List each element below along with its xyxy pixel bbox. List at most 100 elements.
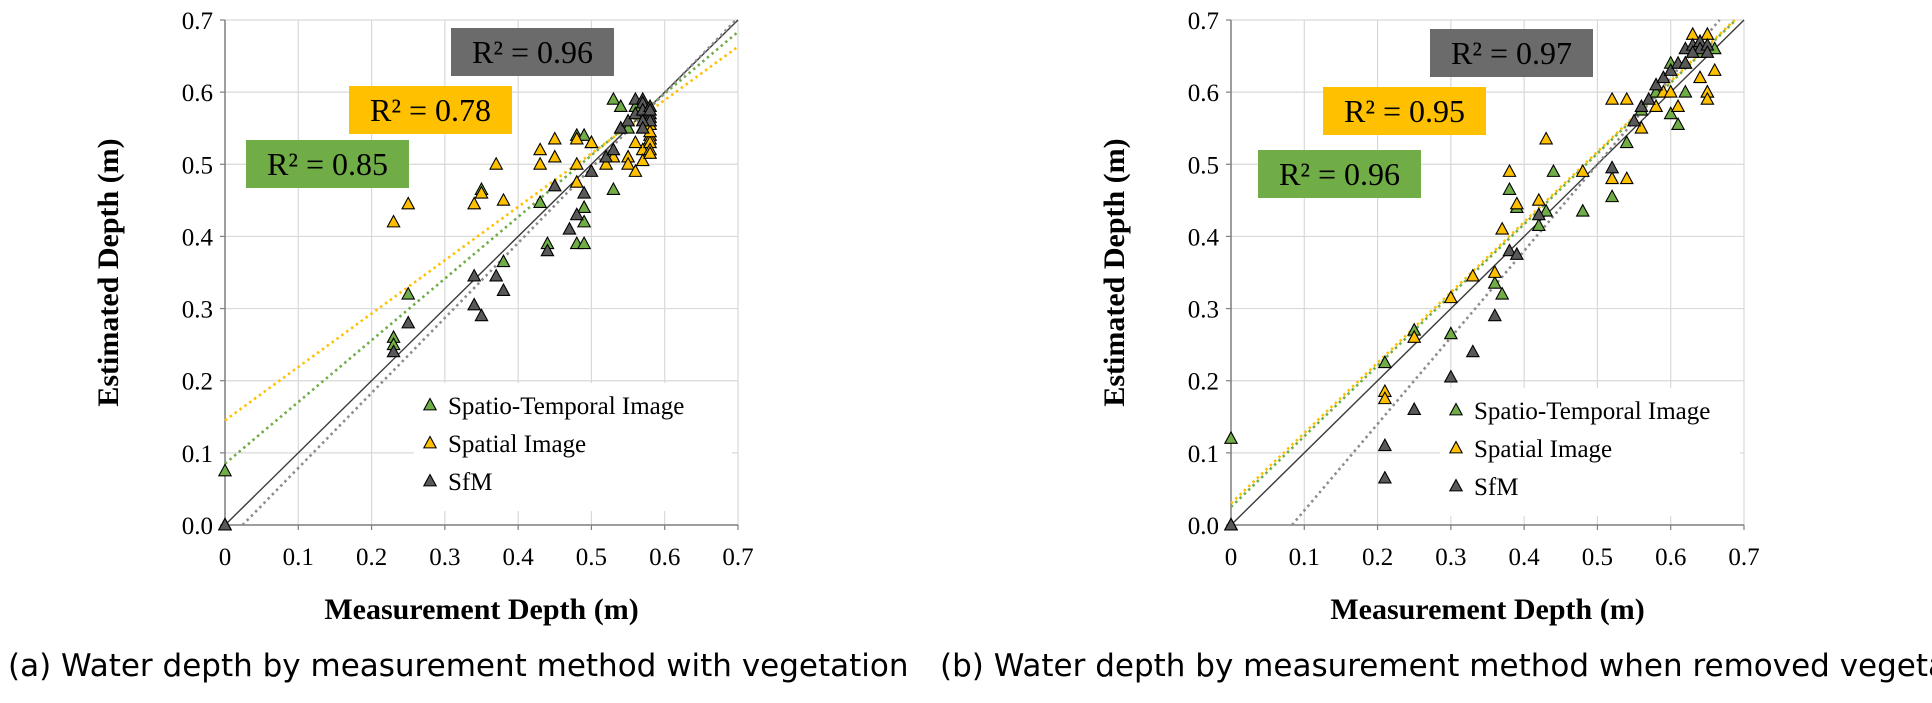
y-tick-label: 0.5 [1188,152,1219,179]
data-point-sfm [606,142,621,156]
y-tick-label: 0.0 [182,513,213,540]
data-point-sfm [1648,77,1664,91]
x-tick-label: 0.3 [1435,544,1466,571]
data-point-spatial-image [474,185,489,199]
data-point-spatio-temporal-image [1223,430,1239,444]
data-point-sfm [642,102,658,116]
data-point-sfm [496,282,511,296]
legend-label: Spatial Image [448,431,586,458]
data-point-spatial-image [1670,98,1686,112]
data-point-spatial-image [1619,91,1634,105]
data-point-spatial-image [467,196,482,210]
trendline-sfm [1291,19,1721,526]
data-point-sfm [1685,44,1700,58]
y-tick-label: 0.3 [182,297,213,324]
data-point-spatial-image [628,134,643,149]
y-axis-title: Estimated Depth (m) [1098,138,1131,406]
x-tick-label: 0.7 [1728,544,1759,571]
chart-panel-b: 0.0 0.1 0.2 0.3 0.4 0.5 0.6 0.7 0 0.1 0.2 0.3 0.4 0.5… [940,0,1932,703]
data-point-spatio-temporal-image [1604,189,1620,203]
r2-label-box [246,140,409,188]
legend-marker [1448,402,1464,416]
legend-label: Spatio-Temporal Image [1474,398,1710,425]
data-point-spatial-image [569,131,584,145]
data-point-spatio-temporal-image [577,214,592,228]
y-tick-label: 0.1 [182,441,213,468]
y-tick-label: 0.2 [182,369,213,396]
legend-label: Spatio-Temporal Image [448,393,684,420]
r2-label: R² = 0.96 [472,34,593,70]
x-tick-label: 0.1 [283,544,314,571]
data-point-spatial-image [1539,131,1554,145]
chart-a: 0.0 0.1 0.2 0.3 0.4 0.5 0.6 0.7 0 0.1 0.2 0.3 0.4 0.5… [92,8,754,626]
x-tick-label: 0.2 [1362,544,1393,571]
data-point-spatial-image [547,131,562,145]
data-point-sfm [1604,160,1620,174]
x-tick-label: 0.1 [1289,544,1320,571]
data-point-spatial-image [569,156,584,170]
r2-label-box [349,86,512,134]
data-point-spatio-temporal-image [533,194,548,208]
legend-box [1440,388,1740,516]
data-point-spatial-image [1634,120,1649,134]
data-point-sfm [577,185,592,199]
data-point-spatio-temporal-image [401,286,416,300]
y-tick-label: 0.7 [1188,8,1219,35]
data-point-spatial-image [642,145,658,159]
data-point-spatial-image [1692,70,1708,84]
r2-label: R² = 0.78 [370,92,491,128]
data-point-sfm [562,221,577,235]
data-point-sfm [1700,44,1715,58]
data-point-spatial-image [1509,196,1524,210]
x-axis-title: Measurement Depth (m) [324,593,638,626]
chart-caption-a: (a) Water depth by measurement method wi… [8,648,909,684]
data-point-sfm [1509,246,1524,260]
data-point-spatio-temporal-image [1663,106,1678,120]
data-point-sfm [598,149,614,163]
data-point-spatio-temporal-image [217,463,233,477]
data-point-spatio-temporal-image [1678,84,1693,98]
chart-panel-a: 0.0 0.1 0.2 0.3 0.4 0.5 0.6 0.7 0 0.1 0.2 0.3 0.4 0.5… [8,8,909,684]
data-point-spatio-temporal-image [1575,203,1590,217]
data-point-sfm [386,344,401,358]
data-point-spatial-image [1619,171,1634,185]
r2-label: R² = 0.95 [1344,93,1465,129]
data-point-spatial-image [628,163,643,177]
data-point-sfm [1487,308,1502,322]
r2-label-box [1258,150,1421,198]
data-point-sfm [1626,113,1642,127]
data-point-spatio-temporal-image [613,98,628,112]
legend-label: Spatial Image [1474,436,1612,463]
r2-label-box [1323,87,1486,135]
data-point-sfm [1634,98,1649,112]
y-axis-title: Estimated Depth (m) [92,138,125,406]
data-point-spatio-temporal-image [1502,181,1517,195]
data-point-spatial-image [1700,91,1715,105]
x-tick-label: 0.5 [576,544,607,571]
x-tick-label: 0 [219,544,232,571]
data-point-sfm [613,120,628,134]
data-point-spatio-temporal-image [577,127,592,141]
data-point-spatio-temporal-image [577,235,592,250]
r2-label-box [1430,29,1593,77]
x-tick-label: 0 [1225,544,1238,571]
data-point-spatial-image [1575,163,1590,177]
y-tick-label: 0.3 [1188,297,1219,324]
data-point-spatial-image [1707,62,1722,76]
data-point-spatial-image [547,149,562,163]
data-point-sfm [1641,91,1656,105]
data-point-sfm [1663,62,1678,76]
data-point-sfm [1407,401,1422,415]
data-point-spatial-image [1495,221,1510,235]
data-point-spatial-image [1407,329,1422,343]
r2-label: R² = 0.85 [267,146,388,182]
y-tick-label: 0.6 [1188,80,1219,107]
legend-marker [1448,440,1464,454]
data-point-spatial-image [1443,290,1458,304]
legend-box [414,383,732,511]
data-point-spatio-temporal-image [606,91,621,105]
x-tick-label: 0.7 [722,544,753,571]
data-point-spatio-temporal-image [1495,286,1510,300]
data-point-spatio-temporal-image [1670,116,1686,131]
data-point-spatio-temporal-image [606,181,621,195]
